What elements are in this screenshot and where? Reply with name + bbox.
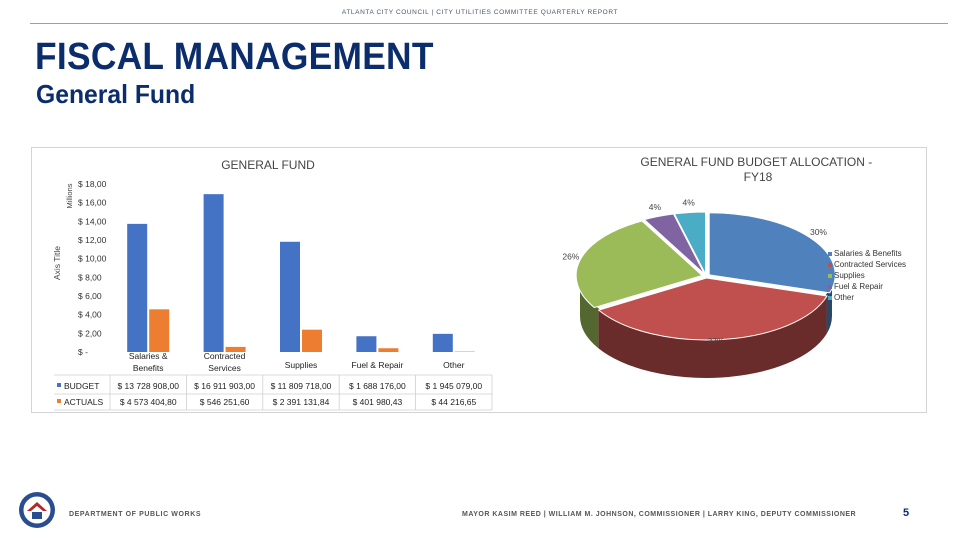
y-tick-label: $ 6,00	[78, 291, 102, 301]
category-label: Services	[208, 363, 241, 373]
y-tick-label: $ 10,00	[78, 254, 107, 264]
bar-actuals	[225, 346, 246, 352]
legend-item: Supplies	[828, 271, 865, 280]
table-row-label: BUDGET	[64, 381, 99, 391]
bar-chart-title: GENERAL FUND	[221, 158, 315, 172]
bar-actuals	[302, 329, 322, 352]
pie-slice	[643, 213, 705, 275]
table-cell: $ 11 809 718,00	[271, 381, 332, 391]
pie-data-label: 30%	[810, 227, 827, 237]
bar-budget	[356, 336, 377, 352]
header-divider	[30, 23, 948, 24]
pie-data-label: 4%	[649, 202, 662, 212]
chart-area: GENERAL FUND Millions Axis Title $ - $ 2,…	[31, 147, 927, 413]
y-tick-label: $ 18,00	[78, 179, 107, 189]
table-cell: $ 1 688 176,00	[349, 381, 406, 391]
pie-slice	[597, 277, 828, 341]
y-tick-label: $ -	[78, 347, 88, 357]
legend-label: Supplies	[834, 271, 865, 280]
slide-subtitle: General Fund	[36, 79, 196, 109]
bar-actuals	[149, 309, 170, 352]
bar-budget	[127, 223, 148, 352]
pie-slice	[708, 212, 836, 294]
slide-title: FISCAL MANAGEMENT	[35, 36, 434, 78]
legend-label: Other	[834, 293, 855, 302]
bar-actuals	[378, 348, 399, 352]
y-tick-label: $ 8,00	[78, 272, 102, 282]
pie-chart: GENERAL FUND BUDGET ALLOCATION - FY18 30…	[562, 155, 875, 378]
y-tick-label: $ 4,00	[78, 310, 102, 320]
pie-slice	[673, 211, 707, 275]
category-label: Benefits	[133, 363, 164, 373]
city-seal-logo	[19, 492, 55, 528]
bar-budget	[432, 333, 453, 352]
table-legend-swatch	[57, 399, 61, 403]
legend-swatch	[828, 273, 832, 278]
table-cell: $ 546 251,60	[200, 397, 250, 407]
legend-swatch	[828, 251, 832, 256]
legend-label: Contracted Services	[834, 260, 907, 269]
legend-item: Other	[828, 293, 854, 302]
legend-label: Salaries & Benefits	[834, 249, 902, 258]
legend-swatch	[828, 262, 832, 267]
bar-chart: GENERAL FUND Millions Axis Title $ - $ 2,…	[52, 158, 493, 411]
pie-chart-title: GENERAL FUND BUDGET ALLOCATION - FY18	[640, 155, 875, 184]
pie-data-label: 26%	[562, 252, 579, 262]
category-label: Fuel & Repair	[351, 360, 403, 370]
units-label: Millions	[65, 183, 74, 208]
legend-swatch	[828, 295, 832, 300]
page-number: 5	[903, 507, 910, 519]
legend-label: Fuel & Repair	[834, 282, 883, 291]
y-tick-label: $ 14,00	[78, 216, 107, 226]
table-cell: $ 1 945 079,00	[425, 381, 482, 391]
legend-swatch	[828, 284, 832, 289]
y-axis-title: Axis Title	[52, 246, 62, 280]
bar-budget	[203, 194, 224, 352]
pie-slice	[575, 220, 704, 309]
pie-data-label: 37%	[707, 336, 724, 346]
category-label: Other	[443, 360, 464, 370]
legend-item: Contracted Services	[828, 260, 906, 269]
report-header: ATLANTA CITY COUNCIL | CITY UTILITIES CO…	[341, 9, 619, 16]
table-cell: $ 16 911 903,00	[194, 381, 255, 391]
category-label: Supplies	[285, 360, 318, 370]
y-tick-label: $ 16,00	[78, 198, 107, 208]
table-cell: $ 2 391 131,84	[273, 397, 330, 407]
table-row-label: ACTUALS	[64, 397, 104, 407]
y-tick-label: $ 12,00	[78, 235, 107, 245]
legend-item: Fuel & Repair	[828, 282, 883, 291]
bar-budget	[280, 241, 300, 352]
pie-slice-side	[598, 294, 827, 378]
table-cell: $ 4 573 404,80	[120, 397, 177, 407]
pie-data-label: 4%	[682, 198, 695, 208]
category-label: Contracted	[204, 351, 246, 361]
legend-item: Salaries & Benefits	[828, 249, 902, 258]
footer-department: DEPARTMENT OF PUBLIC WORKS	[69, 511, 202, 518]
table-cell: $ 44 216,65	[431, 397, 476, 407]
y-tick-label: $ 2,00	[78, 328, 102, 338]
table-cell: $ 13 728 908,00	[117, 381, 179, 391]
table-cell: $ 401 980,43	[353, 397, 403, 407]
table-legend-swatch	[57, 383, 61, 387]
footer-officials: MAYOR KASIM REED | WILLIAM M. JOHNSON, C…	[462, 511, 857, 518]
category-label: Salaries &	[129, 351, 168, 361]
